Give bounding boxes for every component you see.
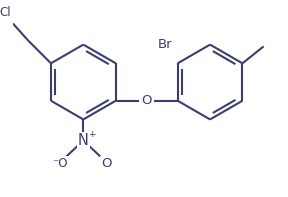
Text: Br: Br <box>158 38 173 51</box>
Text: ⁻O: ⁻O <box>53 157 68 170</box>
Text: O: O <box>101 157 111 170</box>
Text: Cl: Cl <box>0 6 11 19</box>
Text: N: N <box>78 133 89 148</box>
Text: +: + <box>88 130 96 139</box>
Text: O: O <box>141 94 152 107</box>
